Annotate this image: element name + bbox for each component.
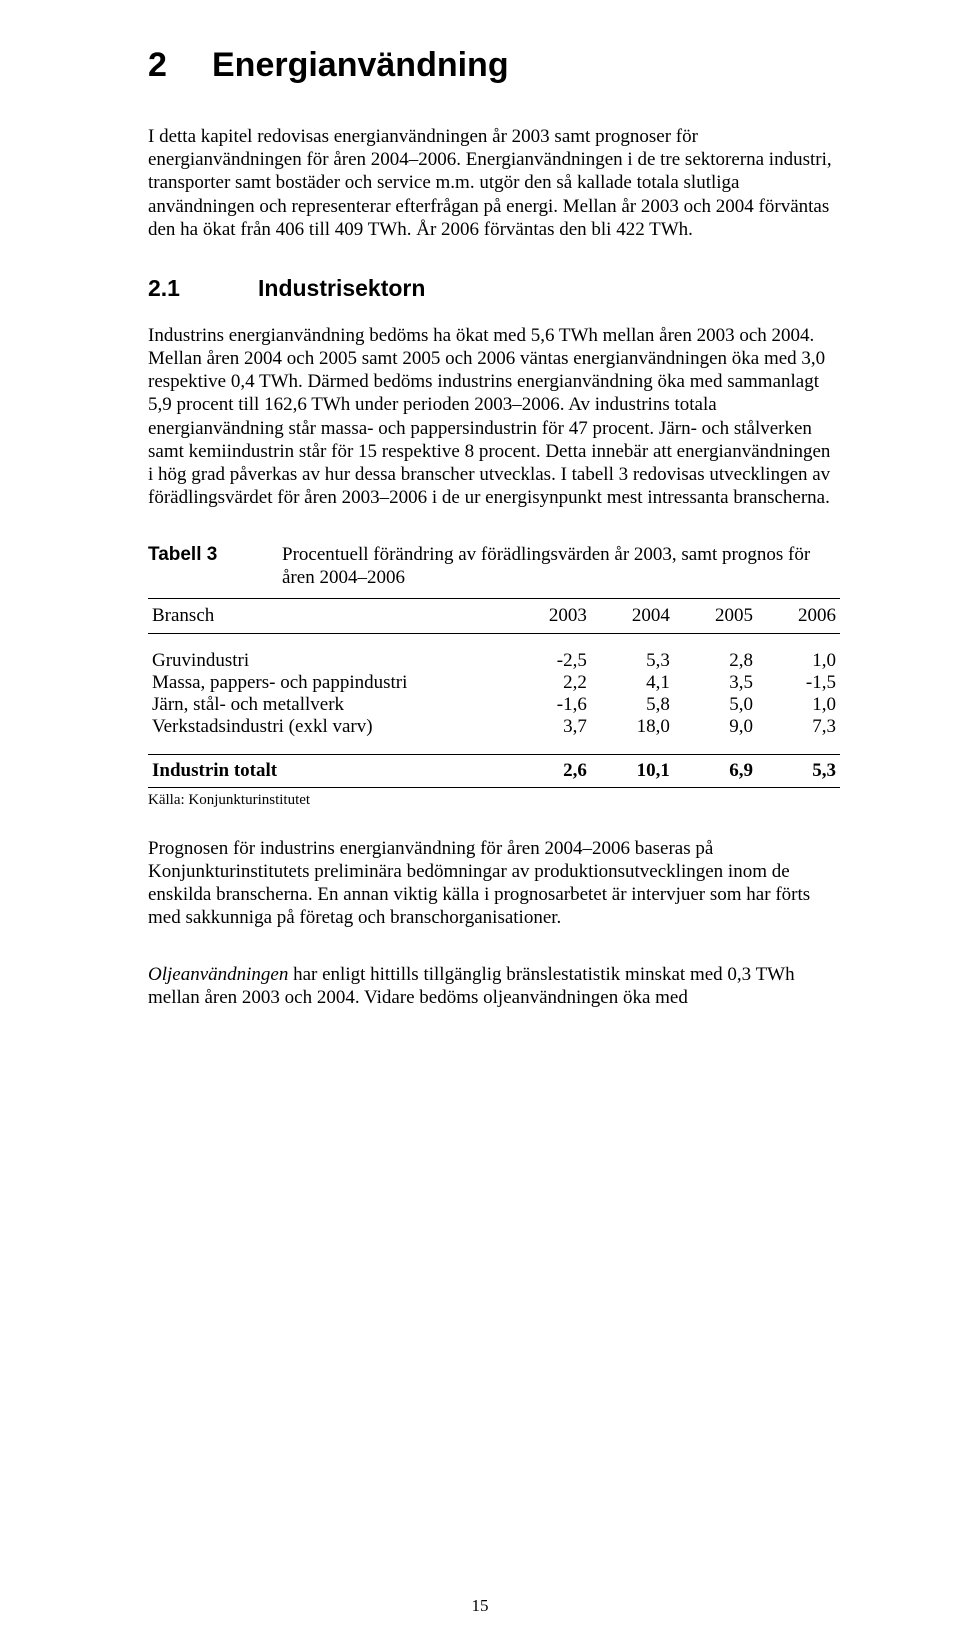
table-cell: 4,1 (591, 672, 674, 694)
heading-level-2: 2.1 Industrisektorn (148, 275, 840, 302)
table-cell: -2,5 (508, 650, 591, 672)
table-cell: 3,5 (674, 672, 757, 694)
document-page: 2 Energianvändning I detta kapitel redov… (0, 0, 960, 1638)
data-table: Bransch 2003 2004 2005 2006 Gruvindustri… (148, 598, 840, 788)
paragraph: Oljeanvändningen har enligt hittills til… (148, 963, 840, 1009)
table-caption: Tabell 3 Procentuell förändring av föräd… (148, 543, 840, 589)
paragraph: Prognosen för industrins energianvändnin… (148, 837, 840, 930)
table-row: Massa, pappers- och pappindustri 2,2 4,1… (148, 672, 840, 694)
table-spacer-row (148, 633, 840, 650)
table-header-row: Bransch 2003 2004 2005 2006 (148, 598, 840, 633)
table-source: Källa: Konjunkturinstitutet (148, 792, 840, 809)
table-header-cell: Bransch (148, 598, 508, 633)
table-cell: 9,0 (674, 716, 757, 738)
table-header-cell: 2003 (508, 598, 591, 633)
page-number: 15 (0, 1596, 960, 1616)
table-cell: -1,5 (757, 672, 840, 694)
table-cell: Industrin totalt (148, 754, 508, 787)
table-cell: 5,3 (757, 754, 840, 787)
paragraph: Industrins energianvändning bedöms ha ök… (148, 324, 840, 509)
table-cell: 1,0 (757, 650, 840, 672)
table-cell: Järn, stål- och metallverk (148, 694, 508, 716)
table-cell: 7,3 (757, 716, 840, 738)
table-cell: 2,2 (508, 672, 591, 694)
table-spacer-row (148, 738, 840, 755)
table-row: Gruvindustri -2,5 5,3 2,8 1,0 (148, 650, 840, 672)
table-total-row: Industrin totalt 2,6 10,1 6,9 5,3 (148, 754, 840, 787)
table-cell: 2,6 (508, 754, 591, 787)
heading-text: Energianvändning (212, 46, 509, 85)
table-cell: -1,6 (508, 694, 591, 716)
table-cell: Verkstadsindustri (exkl varv) (148, 716, 508, 738)
heading-level-1: 2 Energianvändning (148, 46, 840, 85)
table-header-cell: 2005 (674, 598, 757, 633)
table-cell: 5,3 (591, 650, 674, 672)
paragraph: I detta kapitel redovisas energianvändni… (148, 125, 840, 241)
table-cell: Gruvindustri (148, 650, 508, 672)
heading-text: Industrisektorn (258, 275, 425, 302)
heading-number: 2.1 (148, 275, 258, 302)
heading-number: 2 (148, 46, 212, 85)
table-caption-text: Procentuell förändring av förädlingsvärd… (282, 543, 840, 589)
table-header-cell: 2004 (591, 598, 674, 633)
table-row: Verkstadsindustri (exkl varv) 3,7 18,0 9… (148, 716, 840, 738)
table-caption-label: Tabell 3 (148, 543, 282, 589)
table-cell: 18,0 (591, 716, 674, 738)
table-cell: 5,0 (674, 694, 757, 716)
table-cell: 5,8 (591, 694, 674, 716)
table-cell: 10,1 (591, 754, 674, 787)
table-row: Järn, stål- och metallverk -1,6 5,8 5,0 … (148, 694, 840, 716)
run-lead-italic: Oljeanvändningen (148, 964, 288, 985)
table-cell: Massa, pappers- och pappindustri (148, 672, 508, 694)
table-cell: 3,7 (508, 716, 591, 738)
table-cell: 6,9 (674, 754, 757, 787)
table-cell: 2,8 (674, 650, 757, 672)
table-header-cell: 2006 (757, 598, 840, 633)
table-cell: 1,0 (757, 694, 840, 716)
